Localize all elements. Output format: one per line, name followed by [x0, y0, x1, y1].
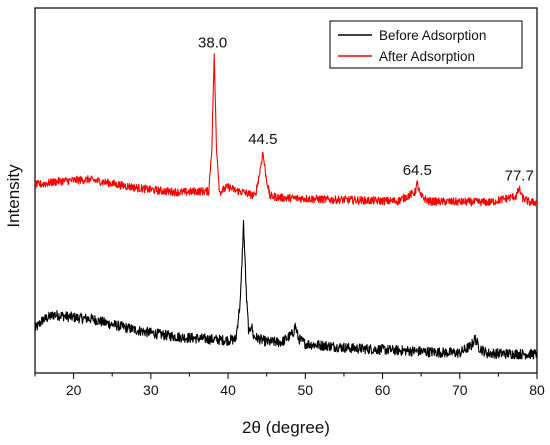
x-tick-label: 20 — [66, 382, 82, 398]
series-line-before-adsorption — [34, 219, 538, 360]
x-tick-label: 70 — [452, 382, 468, 398]
x-axis-ticks: 20 30 40 50 60 70 80 — [34, 373, 545, 398]
legend: Before Adsorption After Adsorption — [329, 20, 523, 69]
x-tick-label: 40 — [220, 382, 236, 398]
plot-frame — [34, 7, 538, 374]
legend-label-before: Before Adsorption — [379, 28, 486, 43]
peak-annotations: 38.0 44.5 64.5 77.7 — [198, 34, 534, 184]
legend-label-after: After Adsorption — [379, 49, 475, 64]
x-tick-label: 80 — [529, 382, 545, 398]
x-tick-label: 60 — [375, 382, 391, 398]
series-line-after-adsorption — [34, 53, 538, 207]
peak-label: 77.7 — [505, 168, 534, 185]
x-tick-label: 30 — [143, 382, 159, 398]
series-layer — [34, 53, 538, 360]
legend-box — [329, 20, 523, 69]
y-axis-title: Intensity — [4, 164, 23, 228]
peak-label: 38.0 — [198, 34, 227, 51]
x-tick-label: 50 — [298, 382, 314, 398]
peak-label: 44.5 — [248, 131, 277, 148]
x-axis-title: 2θ (degree) — [242, 418, 330, 437]
peak-label: 64.5 — [403, 162, 432, 179]
